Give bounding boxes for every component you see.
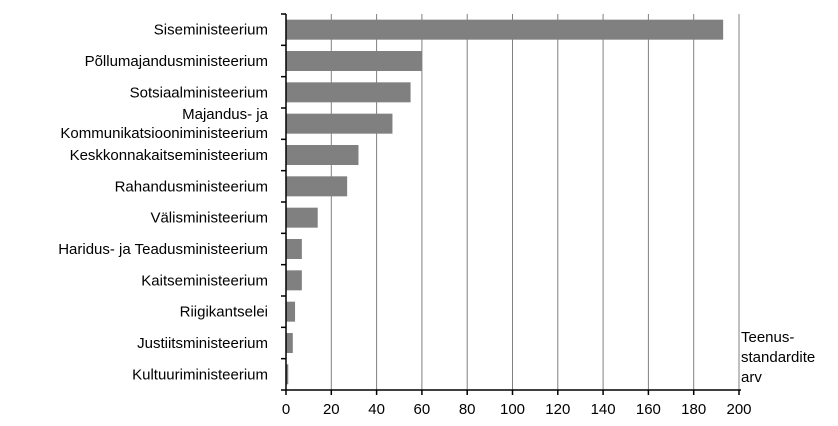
x-axis-title: Teenus-standardite arv xyxy=(741,329,815,386)
category-label: Haridus- ja Teadusministeerium xyxy=(58,241,268,258)
bar-4 xyxy=(286,113,393,134)
x-tick-label: 180 xyxy=(681,401,706,418)
x-tick-label: 40 xyxy=(368,401,385,418)
x-tick-label: 120 xyxy=(545,401,570,418)
bar-7 xyxy=(286,207,318,228)
category-label: Justiitsministeerium xyxy=(137,335,268,352)
bar-2 xyxy=(286,51,422,71)
x-tick-label: 80 xyxy=(459,401,476,418)
bar-9 xyxy=(286,270,302,291)
bar-8 xyxy=(286,239,302,259)
gridlines xyxy=(330,14,740,390)
x-tick-label: 140 xyxy=(591,401,616,418)
bars xyxy=(286,19,724,385)
category-label: Kommunikatsiooniministeerium xyxy=(60,125,268,142)
x-tick-label: 160 xyxy=(636,401,661,418)
bar-1 xyxy=(286,19,724,40)
bar-3 xyxy=(286,82,411,103)
category-label: Riigikantselei xyxy=(180,304,268,321)
category-labels: Siseministeerium Põllumajandusministeeriu… xyxy=(58,22,268,384)
axes xyxy=(281,13,741,395)
category-label: Välisministeerium xyxy=(150,210,268,227)
category-label: Rahandusministeerium xyxy=(115,178,268,195)
bar-11 xyxy=(286,333,293,353)
category-label: Põllumajandusministeerium xyxy=(85,53,268,70)
category-label: Majandus- ja xyxy=(182,106,269,123)
x-tick-labels: 0 20 40 60 80 100 120 140 160 180 200 xyxy=(282,401,752,418)
category-label: Siseministeerium xyxy=(154,22,268,39)
bar-12 xyxy=(286,364,289,385)
x-tick-label: 200 xyxy=(726,401,751,418)
x-tick-label: 0 xyxy=(282,401,290,418)
x-tick-label: 100 xyxy=(500,401,525,418)
x-tick-label: 20 xyxy=(323,401,340,418)
bar-10 xyxy=(286,301,296,322)
category-label: Kaitseministeerium xyxy=(141,272,268,289)
category-label: Sotsiaalministeerium xyxy=(130,84,268,101)
bar-5 xyxy=(286,145,359,165)
bar-6 xyxy=(286,176,348,197)
x-tick-label: 60 xyxy=(414,401,431,418)
category-label: Kultuuriministeerium xyxy=(132,366,268,383)
category-label: Keskkonnakaitseministeerium xyxy=(70,147,268,164)
